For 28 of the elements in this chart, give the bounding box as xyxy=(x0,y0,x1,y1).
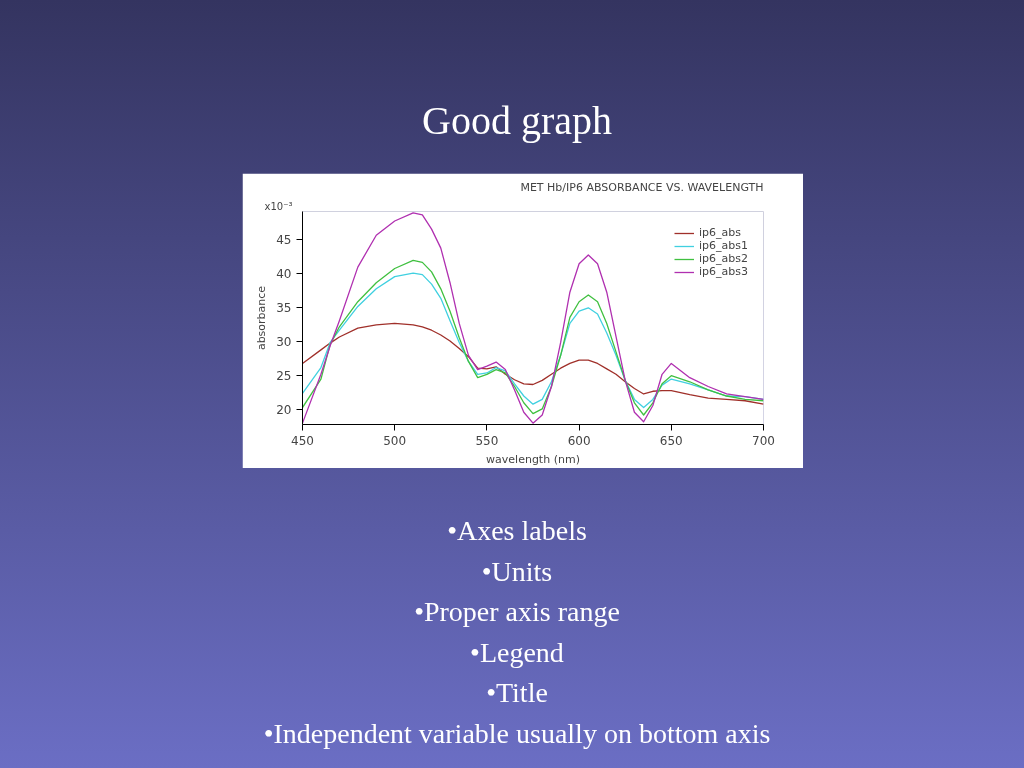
x-tick-label: 450 xyxy=(291,433,314,448)
x-tick-label: 500 xyxy=(383,433,407,448)
y-axis-title: absorbance xyxy=(255,285,269,351)
line-series xyxy=(302,322,764,405)
text: •Independent variable usually on bottom axis xyxy=(263,717,771,749)
x-axis-title: wavelength (nm) xyxy=(486,452,580,466)
y-tick-label: 40 xyxy=(276,267,292,282)
chart-title: MET Hb/IP6 ABSORBANCE VS. WAVELENGTH xyxy=(520,180,764,194)
text: •Proper axis range xyxy=(414,596,620,627)
x-tick-label: 700 xyxy=(752,433,775,448)
text: •Axes labels xyxy=(447,515,587,546)
legend-label: ip6_abs2 xyxy=(699,252,748,265)
text: Good graph xyxy=(422,97,612,145)
x-tick-label: 650 xyxy=(659,433,683,448)
y-tick-label: 30 xyxy=(276,335,292,350)
y-tick-label: 25 xyxy=(276,369,292,384)
y-tick-label: 45 xyxy=(276,233,292,248)
text: x10⁻³ xyxy=(264,200,293,212)
y-tick-label: 35 xyxy=(276,301,292,316)
legend-label: ip6_abs xyxy=(699,226,741,239)
text: •Legend xyxy=(470,636,564,668)
legend-label: ip6_abs1 xyxy=(699,239,748,252)
legend-label: ip6_abs3 xyxy=(699,265,748,278)
text: •Title xyxy=(486,677,548,708)
y-tick-label: 20 xyxy=(276,403,292,418)
x-tick-label: 550 xyxy=(475,433,499,448)
text: •Units xyxy=(481,555,553,587)
x-tick-label: 600 xyxy=(567,433,591,448)
